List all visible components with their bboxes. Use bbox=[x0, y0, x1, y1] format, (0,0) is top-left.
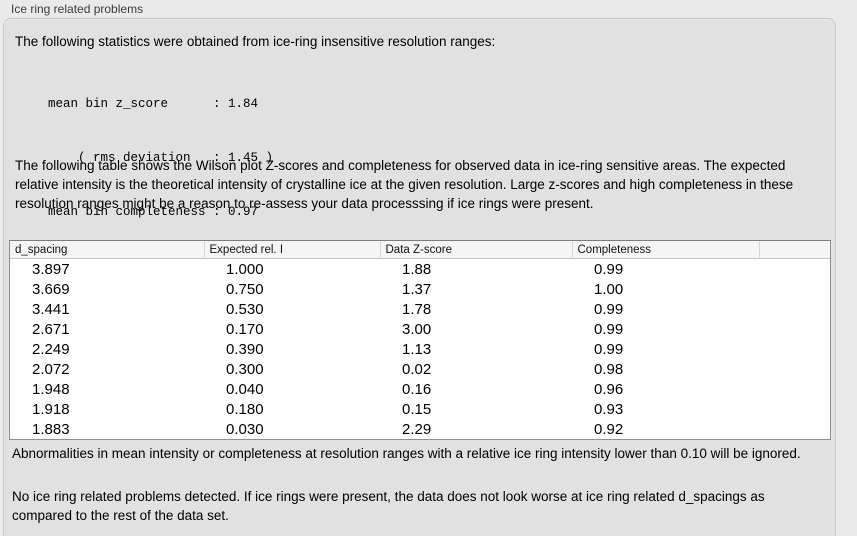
table-cell: 1.78 bbox=[402, 300, 432, 318]
table-row[interactable]: 3.897 1.000 1.88 0.99 bbox=[10, 259, 830, 280]
table-cell: 3.897 bbox=[32, 260, 70, 278]
table-cell: 0.92 bbox=[594, 420, 624, 438]
table-row[interactable]: 1.948 0.040 0.16 0.96 bbox=[10, 379, 830, 399]
table-cell: 0.030 bbox=[226, 420, 264, 438]
table-row[interactable]: 2.072 0.300 0.02 0.98 bbox=[10, 359, 830, 379]
table-cell: 2.29 bbox=[402, 420, 432, 438]
column-header-d-spacing[interactable]: d_spacing bbox=[10, 241, 205, 259]
table-cell: 1.883 bbox=[32, 420, 70, 438]
table-cell: 0.98 bbox=[594, 360, 624, 378]
table-cell: 3.669 bbox=[32, 280, 70, 298]
table-cell: 1.37 bbox=[402, 280, 432, 298]
table-row[interactable]: 3.441 0.530 1.78 0.99 bbox=[10, 299, 830, 319]
table-header-row: d_spacing Expected rel. I Data Z-score Comp… bbox=[10, 241, 830, 259]
table-cell: 1.000 bbox=[226, 260, 264, 278]
table-cell bbox=[759, 359, 830, 379]
table-cell: 0.750 bbox=[226, 280, 264, 298]
stat-line-zscore: mean bin z_score : 1.84 bbox=[48, 97, 259, 111]
stat-line-zscore-rms: ( rms deviation : 1.45 ) bbox=[48, 151, 274, 165]
column-header-expected-rel-i[interactable]: Expected rel. I bbox=[204, 241, 381, 259]
column-header-completeness[interactable]: Completeness bbox=[572, 241, 760, 259]
table-cell bbox=[759, 319, 830, 339]
table-cell: 1.13 bbox=[402, 340, 432, 358]
table-cell bbox=[759, 339, 830, 359]
table-cell: 0.16 bbox=[402, 380, 432, 398]
table-cell bbox=[759, 259, 830, 280]
table-cell: 2.072 bbox=[32, 360, 70, 378]
table-cell bbox=[759, 419, 830, 439]
table-cell bbox=[759, 379, 830, 399]
ignore-note: Abnormalities in mean intensity or compl… bbox=[12, 446, 801, 461]
ice-ring-panel: The following statistics were obtained f… bbox=[3, 18, 836, 536]
table-row[interactable]: 1.918 0.180 0.15 0.93 bbox=[10, 399, 830, 419]
table-cell: 0.02 bbox=[402, 360, 432, 378]
intro-text: The following statistics were obtained f… bbox=[15, 34, 496, 49]
table-cell: 0.96 bbox=[594, 380, 624, 398]
table-cell: 0.99 bbox=[594, 320, 624, 338]
table-row[interactable]: 2.249 0.390 1.13 0.99 bbox=[10, 339, 830, 359]
column-header-data-z-score[interactable]: Data Z-score bbox=[380, 241, 573, 259]
ice-ring-table-container: d_spacing Expected rel. I Data Z-score Comp… bbox=[9, 240, 831, 440]
table-cell: 0.99 bbox=[594, 300, 624, 318]
table-cell: 3.00 bbox=[402, 320, 432, 338]
table-row[interactable]: 1.883 0.030 2.29 0.92 bbox=[10, 419, 830, 439]
panel-title: Ice ring related problems bbox=[11, 2, 144, 16]
table-cell: 0.93 bbox=[594, 400, 624, 418]
column-header-filler bbox=[759, 241, 830, 259]
conclusion-text: No ice ring related problems detected. I… bbox=[12, 489, 765, 523]
table-cell: 0.99 bbox=[594, 260, 624, 278]
table-row[interactable]: 3.669 0.750 1.37 1.00 bbox=[10, 279, 830, 299]
table-cell: 3.441 bbox=[32, 300, 70, 318]
table-cell: 0.530 bbox=[226, 300, 264, 318]
table-cell: 0.300 bbox=[226, 360, 264, 378]
table-cell: 1.00 bbox=[594, 280, 624, 298]
table-cell bbox=[759, 279, 830, 299]
ice-ring-table: d_spacing Expected rel. I Data Z-score Comp… bbox=[10, 241, 830, 439]
table-cell: 1.948 bbox=[32, 380, 70, 398]
table-cell bbox=[759, 399, 830, 419]
table-cell: 1.918 bbox=[32, 400, 70, 418]
table-cell: 0.390 bbox=[226, 340, 264, 358]
table-cell: 2.249 bbox=[32, 340, 70, 358]
table-cell: 0.15 bbox=[402, 400, 432, 418]
table-row[interactable]: 2.671 0.170 3.00 0.99 bbox=[10, 319, 830, 339]
table-cell: 0.170 bbox=[226, 320, 264, 338]
stat-line-completeness: mean bin completeness : 0.97 bbox=[48, 205, 259, 219]
table-cell: 0.180 bbox=[226, 400, 264, 418]
table-cell: 1.88 bbox=[402, 260, 432, 278]
table-cell: 0.040 bbox=[226, 380, 264, 398]
table-cell: 0.99 bbox=[594, 340, 624, 358]
table-description: The following table shows the Wilson plo… bbox=[15, 158, 794, 211]
table-cell bbox=[759, 299, 830, 319]
table-cell: 2.671 bbox=[32, 320, 70, 338]
